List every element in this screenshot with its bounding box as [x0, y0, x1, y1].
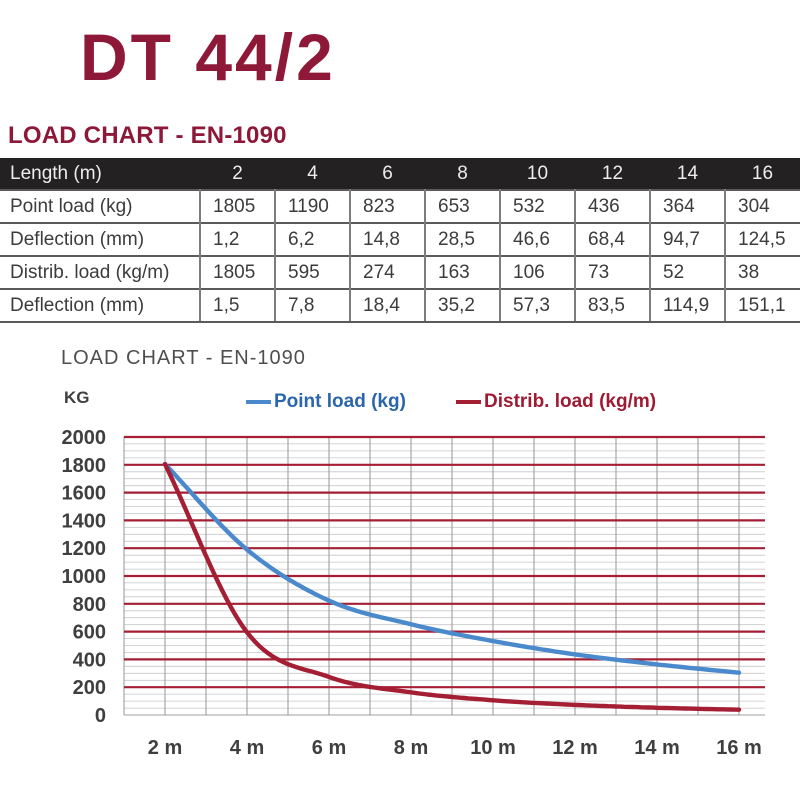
x-tick-label: 4 m [230, 737, 264, 759]
table-header-value: 4 [307, 162, 318, 184]
table-header-value: 10 [526, 162, 549, 184]
load-chart-plot: 0 200 400 600 800 1000 1200 1400 1600 1800 2000 2 m… [62, 427, 765, 759]
value-cell: 68,4 [575, 222, 651, 256]
value-cell: 35,2 [425, 288, 501, 323]
value-cell: 304 [725, 189, 800, 223]
table-header-row: Length (m) 2 4 6 8 10 12 14 16 [0, 158, 800, 190]
table-row: Distrib. load (kg/m) 1805 595 274 163 106 73 52… [0, 255, 800, 289]
row-label-cell: Point load (kg) [0, 189, 201, 223]
value-cell: 163 [425, 255, 501, 289]
value-cell: 274 [350, 255, 426, 289]
section-heading: LOAD CHART - EN-1090 [8, 122, 287, 149]
y-tick-label: 1200 [62, 538, 107, 560]
value-cell: 6,2 [275, 222, 351, 256]
page-title: DT 44/2 [80, 20, 336, 94]
value-cell: 73 [575, 255, 651, 289]
chart-legend: Point load (kg) Distrib. load (kg/m) [0, 391, 800, 413]
y-tick-label: 1600 [62, 483, 107, 505]
value-cell: 57,3 [500, 288, 576, 323]
chart-y-axis-unit: KG [64, 388, 90, 407]
x-tick-label: 16 m [716, 737, 762, 759]
value-cell: 1190 [275, 189, 351, 223]
value-cell: 106 [500, 255, 576, 289]
load-table: Length (m) 2 4 6 8 10 12 14 16 Point load (kg) 18… [0, 158, 800, 323]
value-cell: 595 [275, 255, 351, 289]
value-cell: 14,8 [350, 222, 426, 256]
y-tick-label: 400 [73, 649, 106, 671]
legend-line-icon [246, 400, 271, 404]
x-tick-label: 12 m [552, 737, 598, 759]
table-header-value: 16 [751, 162, 774, 184]
table-row: Deflection (mm) 1,2 6,2 14,8 28,5 46,6 68,4 94,… [0, 222, 800, 256]
table-body: Point load (kg) 1805 1190 823 653 532 436 364 30… [0, 189, 800, 323]
value-cell: 1805 [200, 255, 276, 289]
value-cell: 124,5 [725, 222, 800, 256]
value-cell: 823 [350, 189, 426, 223]
row-label-cell: Distrib. load (kg/m) [0, 255, 201, 289]
legend-line-icon [456, 400, 481, 404]
value-cell: 38 [725, 255, 800, 289]
value-cell: 532 [500, 189, 576, 223]
y-tick-label: 600 [73, 622, 106, 644]
table-header-value: 14 [676, 162, 699, 184]
table-header-value: 12 [601, 162, 624, 184]
table-header-label: Length (m) [10, 162, 102, 184]
y-tick-label: 0 [95, 705, 106, 727]
table-header-value: 8 [457, 162, 468, 184]
y-tick-label: 1400 [62, 510, 107, 532]
series-line-point-load [162, 461, 742, 675]
x-tick-label: 2 m [148, 737, 182, 759]
row-label-cell: Deflection (mm) [0, 222, 201, 256]
y-tick-label: 1800 [62, 455, 107, 477]
table-header-value: 6 [382, 162, 393, 184]
chart-title: LOAD CHART - EN-1090 [61, 347, 306, 369]
value-cell: 114,9 [650, 288, 726, 323]
value-cell: 52 [650, 255, 726, 289]
value-cell: 18,4 [350, 288, 426, 323]
legend-label-point-load: Point load (kg) [274, 391, 406, 412]
table-row: Point load (kg) 1805 1190 823 653 532 436 364 30… [0, 189, 800, 223]
value-cell: 653 [425, 189, 501, 223]
y-tick-label: 800 [73, 594, 106, 616]
x-tick-label: 8 m [394, 737, 428, 759]
value-cell: 364 [650, 189, 726, 223]
table-row: Deflection (mm) 1,5 7,8 18,4 35,2 57,3 83,5 114… [0, 288, 800, 323]
value-cell: 1805 [200, 189, 276, 223]
value-cell: 151,1 [725, 288, 800, 323]
value-cell: 94,7 [650, 222, 726, 256]
series-line-distrib-load [162, 461, 742, 712]
value-cell: 1,5 [200, 288, 276, 323]
y-tick-label: 1000 [62, 566, 107, 588]
value-cell: 28,5 [425, 222, 501, 256]
legend-item-point-load: Point load (kg) [246, 391, 406, 413]
value-cell: 7,8 [275, 288, 351, 323]
row-label-cell: Deflection (mm) [0, 288, 201, 323]
value-cell: 436 [575, 189, 651, 223]
y-tick-label: 200 [73, 677, 106, 699]
value-cell: 1,2 [200, 222, 276, 256]
y-tick-label: 2000 [62, 427, 107, 449]
x-tick-label: 14 m [634, 737, 680, 759]
legend-label-distrib-load: Distrib. load (kg/m) [484, 391, 657, 412]
x-tick-label: 10 m [470, 737, 516, 759]
value-cell: 83,5 [575, 288, 651, 323]
table-header-value: 2 [232, 162, 243, 184]
x-tick-label: 6 m [312, 737, 346, 759]
value-cell: 46,6 [500, 222, 576, 256]
legend-item-distrib-load: Distrib. load (kg/m) [456, 391, 656, 413]
